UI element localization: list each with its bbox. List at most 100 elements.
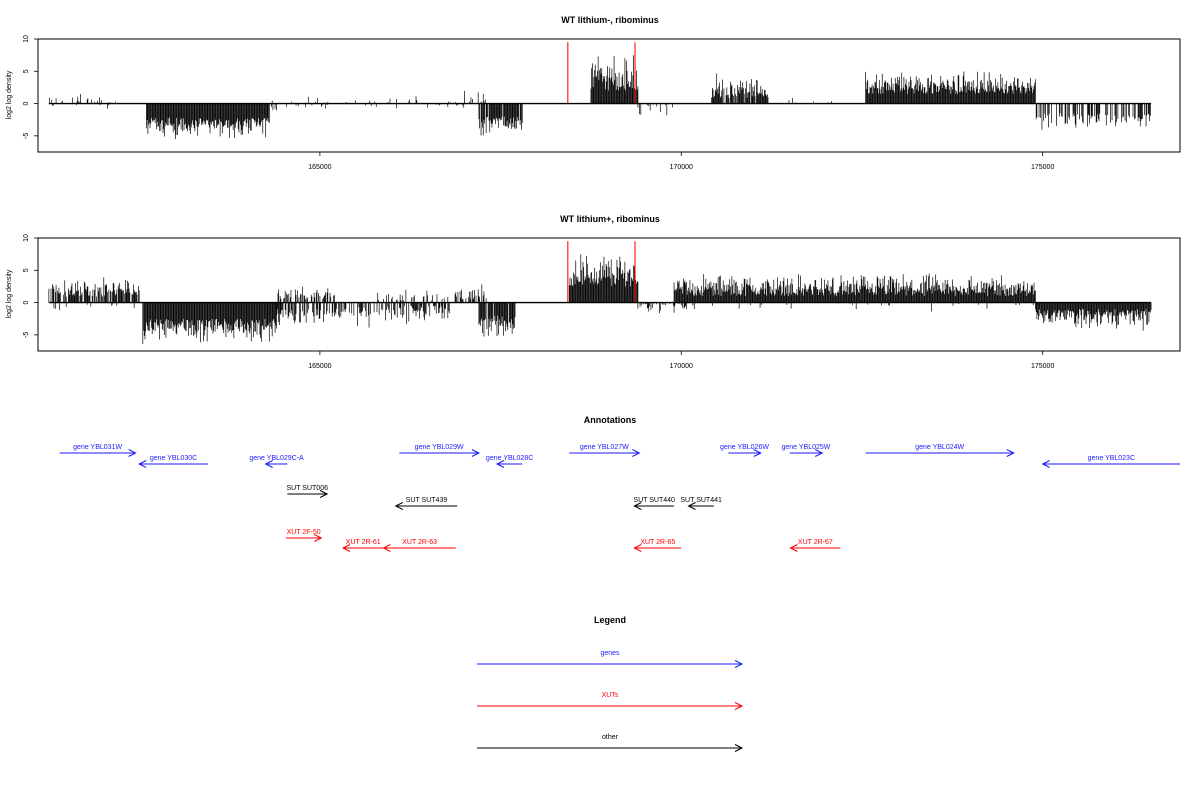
- feature-label: XUT 2R-61: [346, 539, 381, 546]
- legend-label: other: [602, 734, 619, 741]
- legend-label: genes: [600, 650, 620, 657]
- x-tick-label: 170000: [670, 363, 693, 370]
- highlight-bars: [567, 241, 636, 303]
- legend-item-gene: genes: [477, 650, 744, 668]
- feature-arrow-head: [814, 449, 824, 457]
- feature-arrow-head: [138, 460, 147, 468]
- feature-other[interactable]: SUT SUT440: [633, 497, 675, 510]
- feature-label: gene YBL026W: [720, 444, 769, 451]
- feature-arrow-head: [753, 449, 762, 457]
- feature-arrow-head: [394, 502, 404, 510]
- feature-arrow-head: [789, 544, 798, 552]
- feature-xut[interactable]: XUT 2F-50: [285, 529, 323, 542]
- feature-gene[interactable]: gene YBL029C-A: [249, 455, 304, 468]
- feature-label: gene YBL031W: [73, 444, 122, 451]
- signal-bars: [49, 55, 1151, 140]
- feature-arrow-head: [633, 502, 642, 510]
- track-panel-lithium-minus: WT lithium-, ribominus log2 log density …: [6, 15, 1181, 171]
- legend-arrow-head: [734, 660, 744, 668]
- feature-arrow-head: [632, 449, 641, 457]
- feature-gene[interactable]: gene YBL024W: [865, 444, 1015, 457]
- feature-gene[interactable]: gene YBL027W: [569, 444, 641, 457]
- feature-gene[interactable]: gene YBL026W: [720, 444, 769, 457]
- panel-title: WT lithium-, ribominus: [561, 15, 659, 25]
- x-tick-label: 165000: [308, 164, 331, 171]
- legend-item-xut: XUTs: [477, 692, 744, 710]
- feature-other[interactable]: SUT SUT439: [394, 497, 458, 510]
- feature-arrow-head: [1041, 460, 1050, 468]
- x-tick-label: 175000: [1031, 363, 1054, 370]
- y-tick-label: 10: [23, 35, 30, 43]
- legend: Legend genes XUTs other: [477, 615, 744, 752]
- feature-xut[interactable]: XUT 2R-63: [382, 539, 456, 552]
- feature-arrow-head: [314, 534, 323, 542]
- feature-gene[interactable]: gene YBL025W: [781, 444, 831, 457]
- highlight-bars: [567, 42, 636, 104]
- y-axis-label: log2 log density: [6, 70, 13, 119]
- y-tick-label: 10: [23, 234, 30, 242]
- feature-arrow-head: [471, 449, 481, 457]
- feature-label: SUT SUT439: [406, 497, 448, 504]
- legend-label: XUTs: [602, 692, 619, 699]
- annotations-title: Annotations: [584, 415, 637, 425]
- signal-bars: [48, 254, 1152, 344]
- feature-gene[interactable]: gene YBL029W: [399, 444, 481, 457]
- legend-item-other: other: [477, 734, 744, 752]
- track-panel-lithium-plus: WT lithium+, ribominus log2 log density …: [6, 214, 1181, 370]
- y-tick-label: 0: [23, 102, 30, 106]
- x-axis: 165000 170000 175000: [308, 152, 1054, 171]
- y-tick-label: 5: [23, 268, 30, 272]
- feature-label: XUT 2R-65: [640, 539, 675, 546]
- y-axis: 10 5 0 -5: [23, 234, 39, 338]
- feature-arrow-head: [687, 502, 696, 510]
- feature-other[interactable]: SUT SUT006: [286, 485, 329, 498]
- y-tick-label: -5: [23, 332, 30, 338]
- feature-label: gene YBL025W: [781, 444, 830, 451]
- feature-gene[interactable]: gene YBL030C: [138, 455, 208, 468]
- legend-arrow-head: [734, 702, 744, 710]
- y-tick-label: 5: [23, 69, 30, 73]
- feature-label: XUT 2F-50: [287, 529, 321, 536]
- feature-arrow-head: [1006, 449, 1015, 457]
- feature-xut[interactable]: XUT 2R-65: [633, 539, 682, 552]
- feature-xut[interactable]: XUT 2R-67: [789, 539, 841, 552]
- feature-label: gene YBL028C: [486, 455, 533, 462]
- feature-label: gene YBL027W: [580, 444, 629, 451]
- legend-arrow-head: [734, 744, 744, 752]
- x-tick-label: 170000: [670, 164, 693, 171]
- feature-label: gene YBL030C: [150, 455, 197, 462]
- feature-arrow-head: [319, 490, 329, 498]
- feature-label: gene YBL029W: [415, 444, 464, 451]
- feature-label: SUT SUT006: [286, 485, 328, 492]
- x-tick-label: 165000: [308, 363, 331, 370]
- feature-gene[interactable]: gene YBL028C: [486, 455, 533, 468]
- feature-arrow-head: [128, 449, 137, 457]
- y-axis-label: log2 log density: [6, 269, 13, 318]
- feature-arrow-head: [341, 544, 351, 552]
- x-axis: 165000 170000 175000: [308, 351, 1054, 370]
- feature-arrow-head: [264, 460, 273, 468]
- legend-title: Legend: [594, 615, 626, 625]
- feature-label: SUT SUT440: [633, 497, 675, 504]
- feature-gene[interactable]: gene YBL023C: [1041, 455, 1180, 468]
- feature-label: gene YBL029C-A: [249, 455, 304, 462]
- feature-label: gene YBL024W: [915, 444, 964, 451]
- y-tick-label: -5: [23, 133, 30, 139]
- legend-items: genes XUTs other: [477, 650, 744, 752]
- x-tick-label: 175000: [1031, 164, 1054, 171]
- panel-title: WT lithium+, ribominus: [560, 214, 660, 224]
- feature-arrow-head: [495, 460, 505, 468]
- feature-arrow-head: [382, 544, 391, 552]
- feature-label: gene YBL023C: [1088, 455, 1135, 462]
- y-axis: 10 5 0 -5: [23, 35, 39, 139]
- feature-list: gene YBL031W gene YBL030C gene YBL029C-A ge…: [59, 444, 1180, 552]
- feature-arrow-head: [633, 544, 642, 552]
- feature-label: SUT SUT441: [680, 497, 722, 504]
- feature-label: XUT 2R-67: [798, 539, 833, 546]
- feature-gene[interactable]: gene YBL031W: [59, 444, 137, 457]
- y-tick-label: 0: [23, 301, 30, 305]
- feature-other[interactable]: SUT SUT441: [680, 497, 722, 510]
- feature-xut[interactable]: XUT 2R-61: [341, 539, 384, 552]
